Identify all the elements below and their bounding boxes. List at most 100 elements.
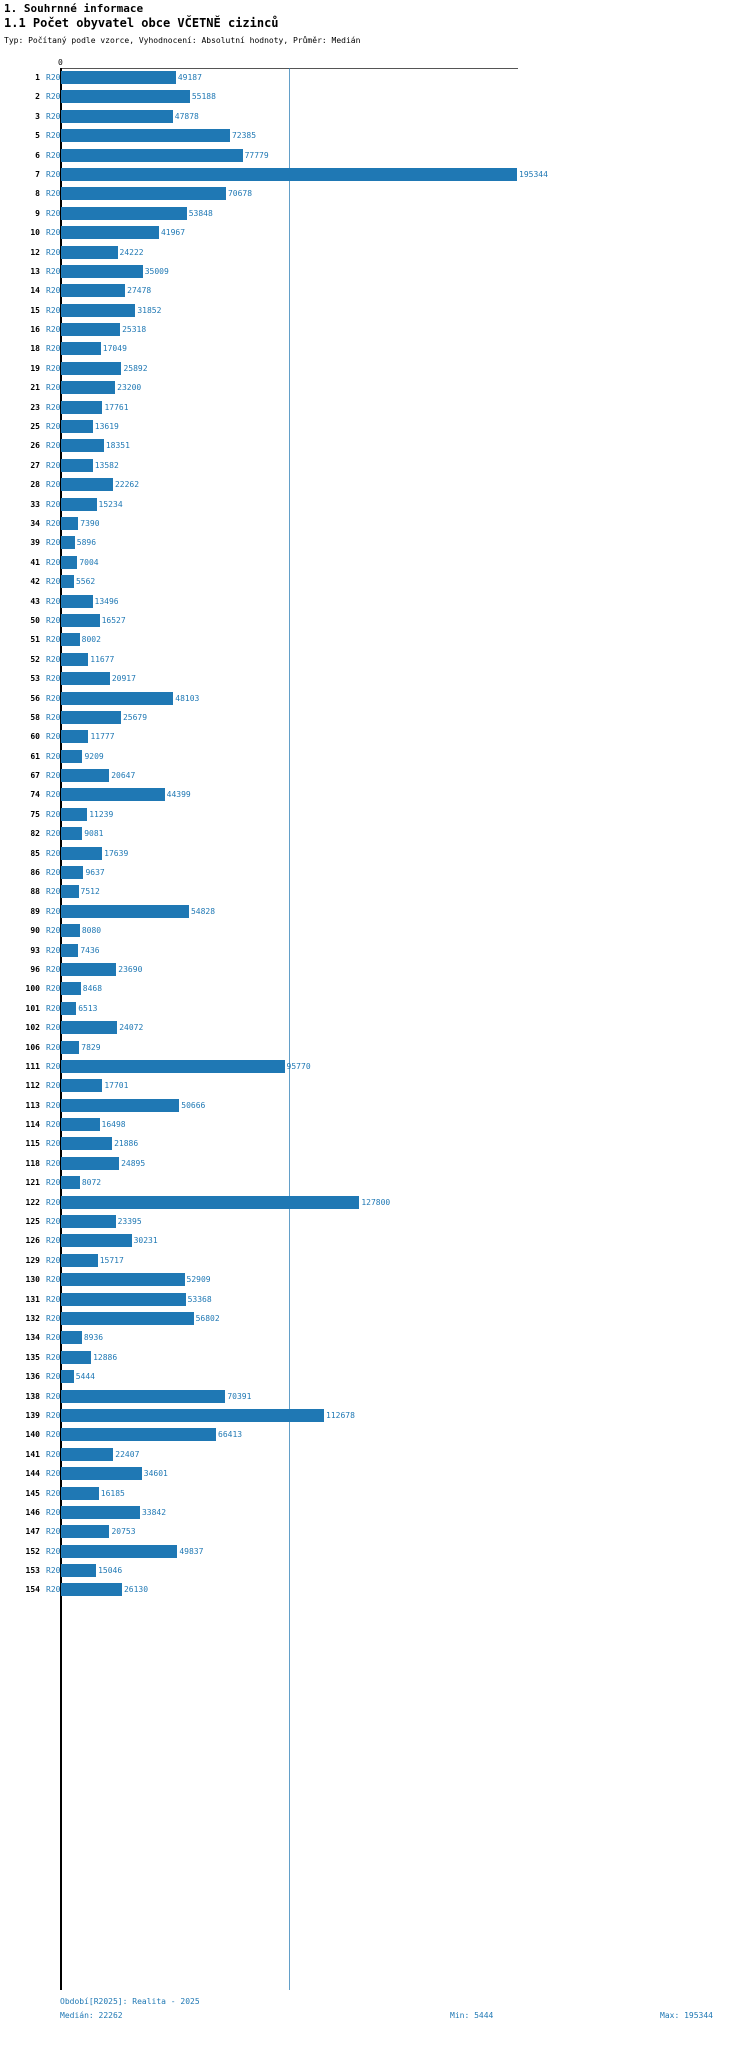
row-index-label: 111	[25, 1061, 40, 1071]
row-series-label: R2025	[46, 712, 71, 722]
bar-row: 56 R2025 48103	[0, 690, 750, 709]
legend-label: Období[R2025]: Realita - 2025	[60, 1997, 200, 2006]
bar-row: 112 R2025 17701	[0, 1077, 750, 1096]
bar-value-label: 41967	[160, 228, 186, 238]
bar-value-label: 13582	[94, 460, 119, 470]
bar	[61, 1350, 92, 1364]
bar-value-label: 15234	[98, 499, 123, 509]
row-index-label: 88	[30, 887, 40, 897]
bar	[61, 400, 103, 414]
row-index-label: 10	[30, 228, 40, 238]
bar-value-label: 31852	[137, 305, 162, 315]
bar	[61, 1505, 140, 1519]
bar-value-label: 11239	[89, 809, 114, 819]
chart-subtitle: Typ: Počítaný podle vzorce, Vyhodnocení:…	[4, 36, 361, 45]
bar-container: 26130	[61, 1583, 149, 1597]
row-series-label: R2025	[46, 615, 71, 625]
row-series-label: R2025	[46, 73, 71, 82]
row-series-label: R2025	[46, 363, 71, 373]
bar-value-label: 7004	[79, 557, 99, 567]
bar	[61, 245, 118, 259]
bar	[61, 187, 226, 201]
bar-row: 152 R2025 49837	[0, 1543, 750, 1562]
row-index-label: 136	[25, 1372, 40, 1382]
row-index-label: 26	[30, 441, 40, 451]
bar	[61, 613, 100, 627]
bar	[61, 439, 104, 453]
bar-container: 17049	[61, 342, 127, 356]
row-index-label: 43	[30, 596, 40, 606]
bar-value-label: 27478	[127, 286, 152, 296]
row-series-label: R2025	[46, 1236, 71, 1246]
bar-container: 41967	[61, 226, 186, 240]
bar	[61, 497, 97, 511]
row-index-label: 130	[25, 1275, 40, 1285]
bar	[61, 264, 143, 278]
bar	[61, 206, 187, 220]
bar-container: 11239	[61, 807, 114, 821]
row-index-label: 41	[30, 557, 40, 567]
row-index-label: 132	[25, 1314, 40, 1323]
bar-container: 23690	[61, 962, 142, 976]
bar	[61, 90, 190, 104]
row-series-label: R2025	[46, 1488, 71, 1498]
bar	[61, 672, 110, 686]
row-index-label: 93	[30, 945, 40, 955]
row-series-label: R2025	[46, 325, 71, 335]
row-series-label: R2025	[46, 887, 71, 897]
bar-container: 7829	[61, 1040, 101, 1054]
row-series-label: R2025	[46, 111, 71, 121]
row-index-label: 50	[30, 615, 40, 625]
row-index-label: 58	[30, 712, 40, 722]
row-series-label: R2025	[46, 1430, 71, 1440]
bar	[61, 749, 83, 763]
bar-row: 9 R2025 53848	[0, 205, 750, 224]
bar-value-label: 26130	[123, 1585, 149, 1595]
row-index-label: 39	[30, 538, 40, 548]
row-series-label: R2025	[46, 1314, 71, 1323]
bar-container: 25892	[61, 361, 148, 375]
bar-row: 146 R2025 33842	[0, 1504, 750, 1523]
bar-value-label: 48103	[175, 693, 200, 703]
row-series-label: R2025	[46, 305, 71, 315]
bar-container: 35009	[61, 264, 169, 278]
row-series-label: R2025	[46, 1061, 71, 1071]
bar-value-label: 95770	[286, 1061, 311, 1071]
bar	[61, 1447, 114, 1461]
row-series-label: R2025	[46, 247, 71, 257]
bar	[61, 866, 84, 880]
bar	[61, 1467, 142, 1481]
bar-value-label: 6513	[78, 1003, 98, 1013]
bar-row: 23 R2025 17761	[0, 399, 750, 418]
row-index-label: 23	[30, 402, 40, 412]
row-series-label: R2025	[46, 964, 71, 974]
row-index-label: 16	[30, 325, 40, 335]
bar-value-label: 17639	[104, 848, 129, 858]
row-series-label: R2025	[46, 1158, 71, 1168]
bar	[61, 1234, 132, 1248]
bar-row: 141 R2025 22407	[0, 1446, 750, 1465]
axis-tick-zero: 0	[58, 58, 63, 67]
row-series-label: R2025	[46, 693, 71, 703]
row-series-label: R2025	[46, 751, 71, 761]
row-index-label: 60	[30, 732, 40, 742]
bar-row: 15 R2025 31852	[0, 302, 750, 321]
bar	[61, 924, 80, 938]
bar-container: 23200	[61, 381, 141, 395]
row-index-label: 126	[25, 1236, 40, 1246]
bar	[61, 1137, 113, 1151]
bar-container: 55188	[61, 90, 216, 104]
bar-value-label: 35009	[144, 266, 169, 276]
bar-row: 131 R2025 53368	[0, 1291, 750, 1310]
bar-container: 11677	[61, 652, 115, 666]
bar	[61, 575, 74, 589]
row-series-label: R2025	[46, 1217, 71, 1227]
row-series-label: R2025	[46, 344, 71, 354]
bar	[61, 167, 517, 181]
bar-value-label: 11677	[90, 654, 115, 664]
bar-value-label: 21886	[114, 1139, 139, 1149]
bar-row: 58 R2025 25679	[0, 709, 750, 728]
row-series-label: R2025	[46, 654, 71, 664]
bar-value-label: 112678	[326, 1410, 355, 1420]
bar-row: 121 R2025 8072	[0, 1174, 750, 1193]
